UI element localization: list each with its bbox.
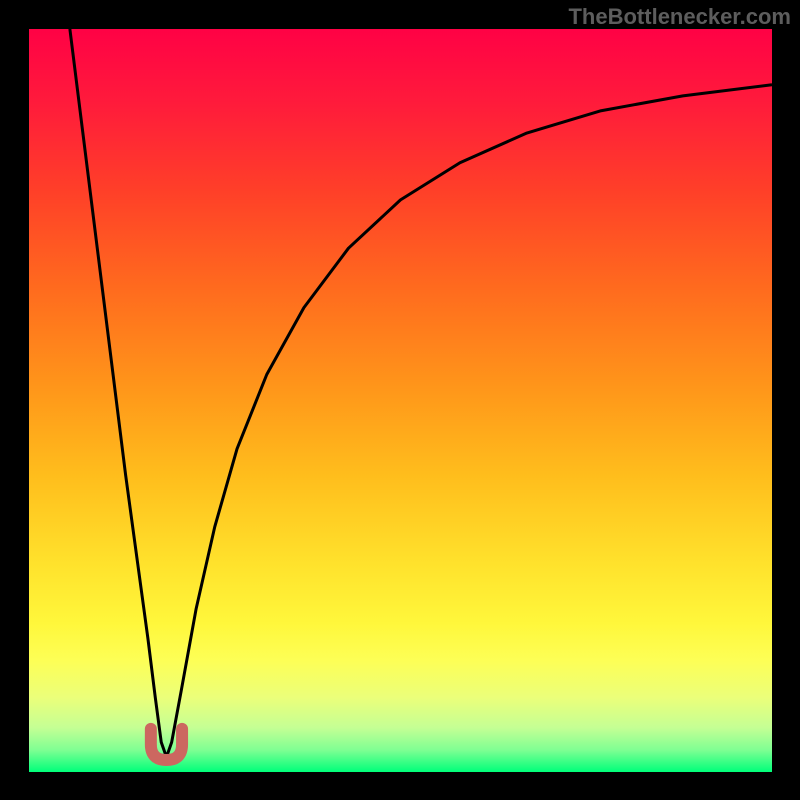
plot-svg	[29, 29, 772, 772]
plot-area	[29, 29, 772, 772]
chart-container: TheBottlenecker.com	[0, 0, 800, 800]
gradient-background	[29, 29, 772, 772]
watermark-text: TheBottlenecker.com	[568, 4, 791, 30]
